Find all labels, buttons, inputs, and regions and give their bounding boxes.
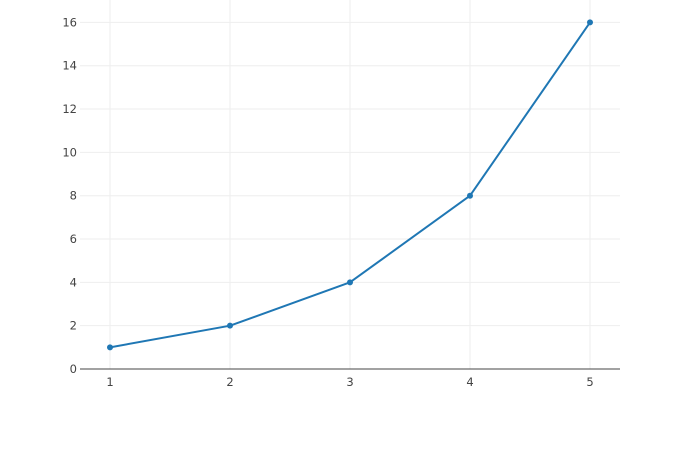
y-tick-label: 0	[70, 362, 77, 376]
y-tick-label: 6	[70, 232, 77, 246]
x-tick-label: 4	[466, 375, 473, 389]
y-tick-label: 10	[62, 145, 77, 159]
y-tick-label: 14	[62, 59, 77, 73]
y-tick-label: 2	[70, 319, 77, 333]
x-tick-label: 1	[106, 375, 113, 389]
data-point	[227, 322, 233, 329]
x-tick-label: 5	[586, 375, 593, 389]
series	[107, 19, 593, 351]
data-point	[347, 279, 353, 286]
data-point	[467, 192, 473, 199]
y-tick-label: 8	[70, 189, 77, 203]
data-point	[587, 19, 593, 26]
y-tick-label: 12	[62, 102, 77, 116]
y-tick-label: 16	[62, 15, 77, 29]
gridlines	[80, 0, 620, 369]
x-tick-label: 2	[226, 375, 233, 389]
data-point	[107, 344, 113, 351]
x-tick-label: 3	[346, 375, 353, 389]
y-tick-label: 4	[70, 275, 77, 289]
